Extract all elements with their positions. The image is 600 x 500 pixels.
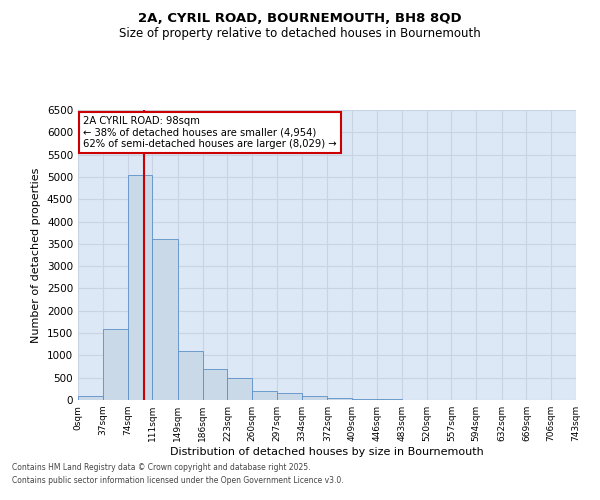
X-axis label: Distribution of detached houses by size in Bournemouth: Distribution of detached houses by size … <box>170 447 484 457</box>
Text: 2A CYRIL ROAD: 98sqm
← 38% of detached houses are smaller (4,954)
62% of semi-de: 2A CYRIL ROAD: 98sqm ← 38% of detached h… <box>83 116 337 149</box>
Bar <box>227 378 252 400</box>
Bar <box>277 394 302 400</box>
Bar <box>328 398 352 400</box>
Bar <box>78 396 103 400</box>
Text: Contains public sector information licensed under the Open Government Licence v3: Contains public sector information licen… <box>12 476 344 485</box>
Bar <box>152 240 178 400</box>
Bar <box>128 174 152 400</box>
Text: Contains HM Land Registry data © Crown copyright and database right 2025.: Contains HM Land Registry data © Crown c… <box>12 464 311 472</box>
Bar <box>178 351 203 400</box>
Bar <box>252 391 277 400</box>
Bar <box>203 369 227 400</box>
Y-axis label: Number of detached properties: Number of detached properties <box>31 168 41 342</box>
Bar <box>103 328 128 400</box>
Text: 2A, CYRIL ROAD, BOURNEMOUTH, BH8 8QD: 2A, CYRIL ROAD, BOURNEMOUTH, BH8 8QD <box>138 12 462 26</box>
Bar <box>302 396 328 400</box>
Text: Size of property relative to detached houses in Bournemouth: Size of property relative to detached ho… <box>119 28 481 40</box>
Bar <box>352 398 377 400</box>
